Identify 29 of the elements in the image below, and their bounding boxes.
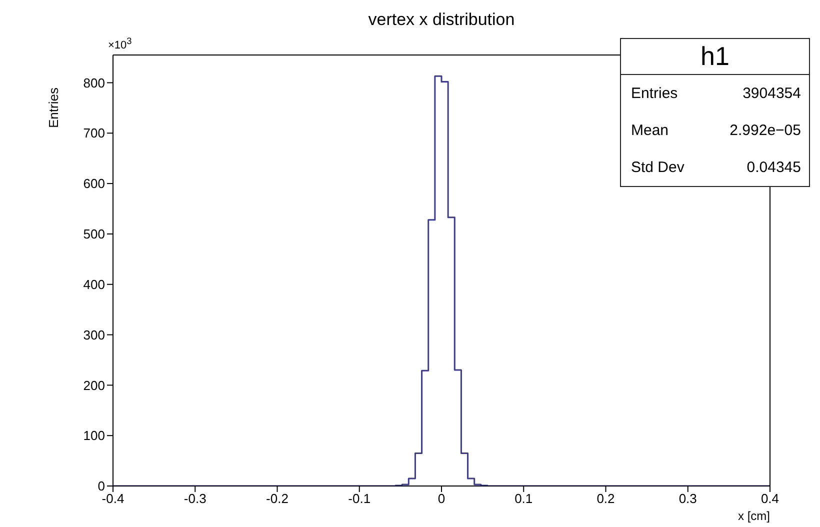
annotation: 3904354 [742,85,801,102]
annotation: Entries [631,85,678,102]
y-tick-label: 400 [83,276,105,292]
x-tick-label: 0 [438,491,446,506]
x-tick-label: 0.4 [760,491,780,506]
y-tick-label: 800 [83,75,105,90]
annotation: Mean [631,122,669,139]
x-tick-label: -0.4 [102,491,124,506]
y-tick-label: 300 [83,327,105,342]
y-tick-label: 700 [83,126,105,141]
x-tick-label: -0.2 [266,491,288,506]
chart-title: vertex x distribution [367,10,516,30]
x-tick-label: 0.3 [678,491,697,506]
annotation: Std Dev [631,159,684,176]
x-tick-label: -0.1 [348,491,371,506]
y-tick-label: 600 [83,176,105,192]
y-tick-label: 0 [98,478,105,494]
x-axis-title: x [cm] [738,509,770,523]
y-tick-label: 500 [83,226,105,242]
text: ×10$^{3}$ [108,36,132,52]
x-tick-label: 0.2 [596,491,615,506]
y-tick-label: 200 [83,378,105,393]
annotation: 0.04345 [746,159,801,176]
x-tick-label: 0.1 [514,491,533,506]
annotation: 2.992e−05 [730,122,801,139]
x-tick-label: -0.3 [184,491,206,506]
y-tick-label: 100 [83,428,105,444]
annotation: h1 [621,39,809,75]
y-axis-title: Entries [46,88,61,128]
